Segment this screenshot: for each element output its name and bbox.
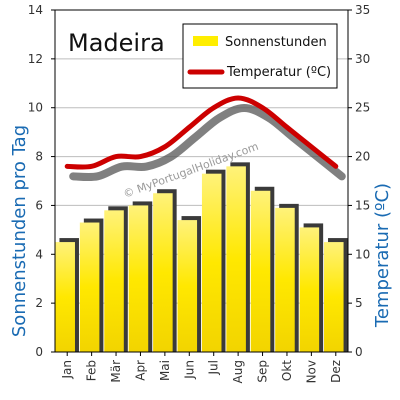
temperature-point-nov: [309, 145, 313, 149]
x-tick-label: Jan: [60, 360, 74, 380]
temperature-point-okt: [285, 125, 289, 129]
x-tick-label: Feb: [85, 360, 99, 381]
y2-axis-label: Temperatur (ºC): [372, 183, 393, 328]
left-axis-ticks: 0 2 4 6 8 10 12 14: [28, 3, 55, 359]
temperature-point-feb: [90, 164, 94, 168]
legend-box: [182, 23, 338, 89]
y-tick-label: 6: [35, 198, 43, 212]
x-tick-label: Apr: [133, 360, 147, 381]
temperature-point-sep: [261, 106, 265, 110]
bar-mai: [153, 193, 173, 352]
bars: [55, 166, 344, 352]
bar-nov: [299, 227, 320, 352]
bar-feb: [79, 222, 100, 352]
y2-tick-label: 20: [355, 150, 370, 164]
x-tick-label: Mai: [158, 360, 172, 381]
y-axis-label: Sonnenstunden pro Tag: [9, 125, 30, 337]
y-tick-label: 10: [28, 101, 43, 115]
x-axis-ticks: Jan Feb Mär Apr Mai Jun Jul Aug Sep Okt Nov Dez: [60, 352, 343, 383]
temperature-point-dez: [334, 164, 338, 168]
temperature-point-jan: [65, 164, 69, 168]
y2-tick-label: 5: [355, 296, 363, 310]
bar-jul: [201, 173, 222, 352]
bar-mär: [104, 210, 124, 352]
temperature-point-mai: [163, 145, 167, 149]
x-tick-label: Jun: [182, 360, 196, 380]
x-tick-label: Dez: [329, 360, 343, 383]
x-tick-label: Okt: [280, 360, 294, 381]
temperature-point-jul: [212, 106, 216, 110]
right-axis-ticks: 0 5 10 15 20 25 30 35: [348, 3, 370, 359]
y2-tick-label: 0: [355, 345, 363, 359]
y2-tick-label: 15: [355, 198, 370, 212]
bar-apr: [128, 205, 149, 352]
legend-label-temperatur: Temperatur (ºC): [226, 65, 331, 80]
x-tick-label: Aug: [231, 360, 245, 383]
y-tick-label: 14: [28, 3, 43, 17]
y2-tick-label: 30: [355, 52, 370, 66]
x-tick-label: Jul: [207, 360, 221, 375]
temperature-point-jun: [187, 125, 191, 129]
temperature-line: [64, 95, 339, 170]
bar-jan: [55, 242, 75, 352]
temperature-line-group: [64, 95, 346, 182]
bar-aug: [226, 166, 246, 352]
x-tick-label: Nov: [304, 360, 318, 383]
chart-title: Madeira: [68, 29, 165, 57]
legend-swatch-sonnenstunden: [193, 36, 218, 46]
temperature-point-aug: [236, 96, 240, 100]
bar-dez: [324, 242, 344, 352]
y2-tick-label: 10: [355, 247, 370, 261]
y-tick-label: 4: [35, 247, 43, 261]
y-tick-label: 12: [28, 52, 43, 66]
y2-tick-label: 35: [355, 3, 370, 17]
x-tick-label: Sep: [256, 360, 270, 383]
y-tick-label: 8: [35, 150, 43, 164]
bar-sep: [250, 190, 271, 352]
y-tick-label: 0: [35, 345, 43, 359]
temperature-line-shadow: [69, 103, 346, 182]
temperature-point-mär: [114, 155, 118, 159]
temperature-point-apr: [138, 155, 142, 159]
legend-label-sonnenstunden: Sonnenstunden: [225, 35, 327, 50]
plot-frame: [54, 9, 349, 353]
x-tick-label: Mär: [109, 360, 123, 383]
bar-okt: [275, 207, 295, 352]
y-tick-label: 2: [35, 296, 43, 310]
y2-tick-label: 25: [355, 101, 370, 115]
bar-jun: [177, 220, 198, 352]
legend: Sonnenstunden Temperatur (ºC): [182, 23, 338, 89]
